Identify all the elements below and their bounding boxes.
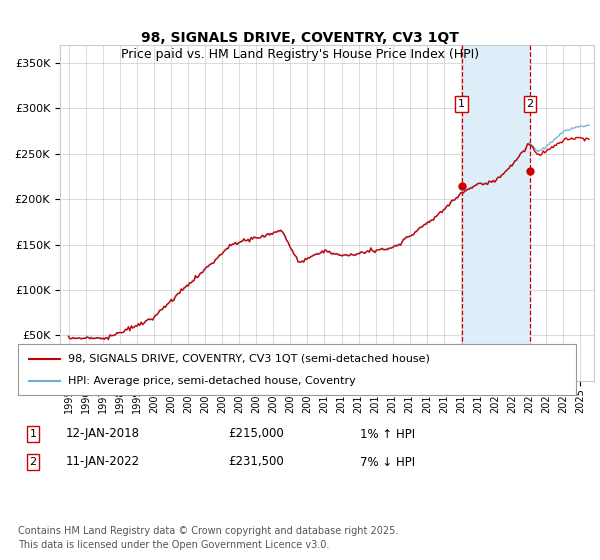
Text: 1% ↑ HPI: 1% ↑ HPI	[360, 427, 415, 441]
Text: Contains HM Land Registry data © Crown copyright and database right 2025.
This d: Contains HM Land Registry data © Crown c…	[18, 526, 398, 550]
Text: 1: 1	[458, 99, 465, 109]
Text: 2: 2	[526, 99, 533, 109]
Text: 12-JAN-2018: 12-JAN-2018	[66, 427, 140, 441]
Text: 2: 2	[29, 457, 37, 467]
Text: 11-JAN-2022: 11-JAN-2022	[66, 455, 140, 469]
Text: 98, SIGNALS DRIVE, COVENTRY, CV3 1QT: 98, SIGNALS DRIVE, COVENTRY, CV3 1QT	[141, 31, 459, 45]
Bar	[461, 45, 530, 381]
Text: Price paid vs. HM Land Registry's House Price Index (HPI): Price paid vs. HM Land Registry's House …	[121, 48, 479, 60]
Text: HPI: Average price, semi-detached house, Coventry: HPI: Average price, semi-detached house,…	[68, 376, 356, 386]
Text: 98, SIGNALS DRIVE, COVENTRY, CV3 1QT (semi-detached house): 98, SIGNALS DRIVE, COVENTRY, CV3 1QT (se…	[68, 353, 430, 363]
Text: 1: 1	[29, 429, 37, 439]
FancyBboxPatch shape	[18, 344, 576, 395]
Text: 7% ↓ HPI: 7% ↓ HPI	[360, 455, 415, 469]
Text: £215,000: £215,000	[228, 427, 284, 441]
Text: £231,500: £231,500	[228, 455, 284, 469]
